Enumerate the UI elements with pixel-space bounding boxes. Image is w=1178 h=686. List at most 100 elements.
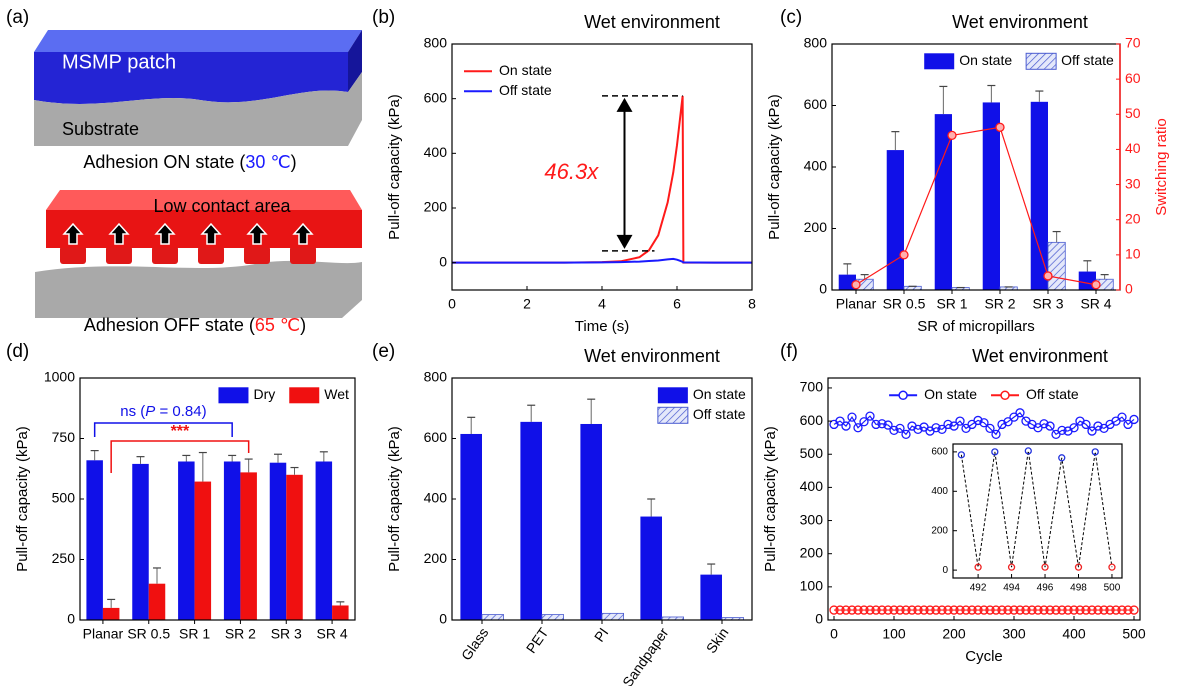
marker bbox=[931, 423, 941, 433]
pillars bbox=[60, 246, 316, 264]
bar bbox=[700, 574, 722, 620]
marker bbox=[1043, 271, 1053, 281]
y2-tick-label: 40 bbox=[1125, 140, 1141, 156]
bar bbox=[982, 102, 1000, 290]
y-tick-label: 600 bbox=[424, 429, 448, 445]
marker bbox=[1033, 605, 1043, 615]
bar bbox=[178, 461, 195, 620]
bar bbox=[601, 612, 625, 621]
error-bar bbox=[136, 456, 145, 464]
caption-text: ) bbox=[300, 315, 306, 335]
marker bbox=[835, 605, 845, 615]
marker bbox=[1087, 605, 1097, 615]
layer-label: Substrate bbox=[62, 119, 139, 139]
marker bbox=[1117, 605, 1127, 615]
marker bbox=[1009, 605, 1019, 615]
marker bbox=[1039, 605, 1049, 615]
bar bbox=[240, 472, 257, 620]
x-tick-label: Skin bbox=[703, 625, 732, 656]
temperature: 65 ℃ bbox=[255, 315, 300, 335]
y-tick-label: 500 bbox=[52, 490, 76, 506]
plot-frame bbox=[831, 43, 1121, 291]
y-tick-label: 0 bbox=[815, 611, 823, 627]
error-bar bbox=[647, 498, 656, 517]
bar bbox=[148, 583, 166, 620]
error-bar bbox=[107, 598, 116, 608]
plot-frame bbox=[827, 377, 1141, 621]
bracket bbox=[110, 440, 250, 473]
x-tick-label: PET bbox=[523, 624, 552, 656]
x-tick-label: Sandpaper bbox=[619, 624, 672, 686]
marker bbox=[835, 416, 845, 426]
line bbox=[855, 126, 1097, 286]
line bbox=[960, 450, 1113, 568]
marker bbox=[1015, 605, 1025, 615]
legend: On state Off state bbox=[464, 62, 552, 98]
significance-symbol: P bbox=[145, 403, 155, 420]
x-tick-label: 500 bbox=[1122, 626, 1146, 642]
x-tick-label: Planar bbox=[83, 626, 124, 642]
bar bbox=[86, 460, 103, 620]
x-axis-label: Time (s) bbox=[575, 318, 629, 335]
legend-swatch bbox=[657, 387, 688, 404]
panel-label: (b) bbox=[372, 7, 395, 28]
error-bar bbox=[336, 601, 345, 606]
y-tick-label: 600 bbox=[931, 447, 948, 458]
marker bbox=[1027, 605, 1037, 615]
marker bbox=[901, 605, 911, 615]
x-tick-label: 6 bbox=[673, 296, 681, 312]
legend: On state Off state bbox=[889, 386, 1079, 402]
substrate bbox=[34, 72, 362, 146]
temperature: 30 ℃ bbox=[245, 152, 290, 172]
marker bbox=[1039, 419, 1049, 429]
legend-label: Off state bbox=[499, 82, 552, 98]
bar bbox=[269, 462, 287, 620]
bar bbox=[1030, 101, 1048, 290]
marker bbox=[1123, 605, 1133, 615]
legend-swatch bbox=[924, 53, 955, 70]
legend-swatch bbox=[657, 406, 689, 424]
bar bbox=[520, 421, 542, 620]
marker bbox=[1045, 605, 1055, 615]
y-tick-label: 600 bbox=[800, 412, 824, 428]
error-bar bbox=[1083, 260, 1092, 272]
y2-tick-label: 70 bbox=[1125, 35, 1141, 51]
patch-top bbox=[46, 190, 362, 210]
panel-label: (e) bbox=[372, 341, 395, 362]
y-tick-label: 400 bbox=[800, 478, 824, 494]
error-bar bbox=[987, 84, 996, 103]
marker bbox=[1003, 605, 1013, 615]
pillar bbox=[198, 246, 224, 264]
marker bbox=[829, 605, 839, 615]
y-tick-label: 200 bbox=[931, 525, 948, 536]
y-tick-label: 0 bbox=[439, 611, 447, 627]
x-tick-label: 496 bbox=[1037, 583, 1054, 594]
x-tick-label: 100 bbox=[882, 626, 906, 642]
marker bbox=[947, 130, 957, 141]
error-bar bbox=[527, 404, 536, 422]
x-tick-label: 494 bbox=[1003, 583, 1020, 594]
line bbox=[452, 95, 752, 264]
error-bar bbox=[290, 466, 299, 475]
marker bbox=[1117, 412, 1127, 422]
y-tick-label: 700 bbox=[800, 379, 824, 395]
line bbox=[833, 411, 1135, 436]
pillar bbox=[244, 246, 270, 264]
marker bbox=[937, 605, 947, 615]
marker bbox=[991, 429, 1001, 440]
bar bbox=[1047, 241, 1066, 291]
marker bbox=[859, 605, 869, 615]
caption-text: Adhesion ON state ( bbox=[83, 152, 245, 172]
x-tick-label: 500 bbox=[1104, 583, 1121, 594]
marker bbox=[1081, 605, 1091, 615]
y-tick-label: 600 bbox=[424, 89, 448, 105]
marker bbox=[1074, 563, 1083, 571]
marker bbox=[1111, 605, 1121, 615]
marker bbox=[967, 605, 977, 615]
marker bbox=[1105, 605, 1115, 615]
y-tick-label: 400 bbox=[424, 144, 448, 160]
marker bbox=[871, 605, 881, 615]
bar bbox=[541, 614, 565, 621]
marker bbox=[937, 424, 947, 435]
